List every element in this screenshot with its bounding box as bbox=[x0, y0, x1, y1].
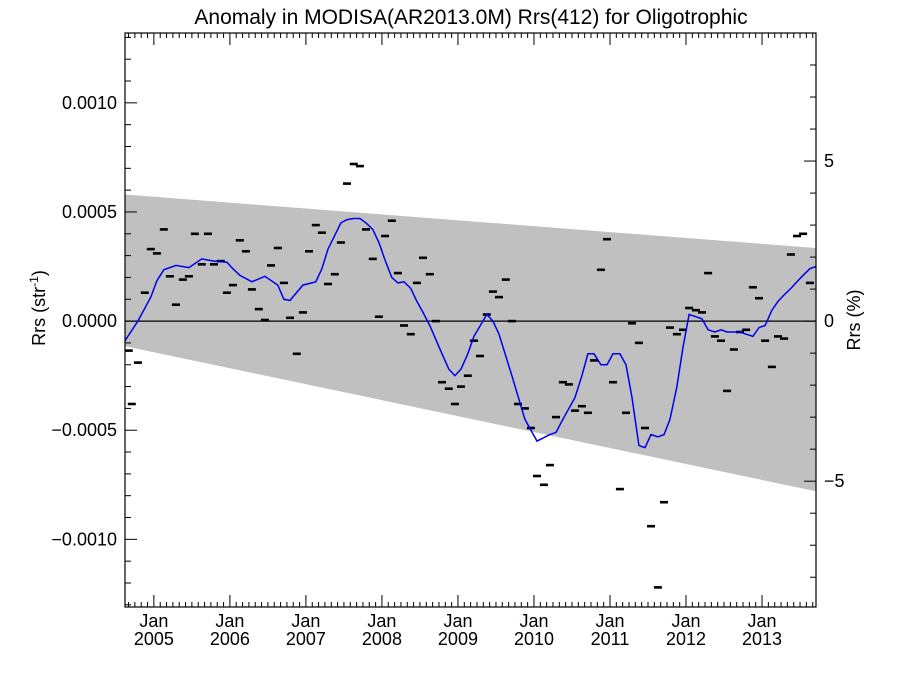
y-left-tick-label-2: 0.0000 bbox=[62, 311, 117, 331]
x-tick-year-8: 2013 bbox=[742, 629, 782, 649]
y-left-tick-label-4: −0.0010 bbox=[51, 529, 117, 549]
x-tick-year-6: 2011 bbox=[591, 629, 630, 649]
x-tick-year-7: 2012 bbox=[666, 629, 706, 649]
y-axis-left-label-superscript: -1 bbox=[27, 276, 41, 287]
y-right-tick-label-0: 5 bbox=[824, 151, 834, 171]
y-axis-right-label: Rrs (%) bbox=[844, 290, 864, 351]
x-tick-month-4: Jan bbox=[443, 611, 472, 631]
x-tick-month-3: Jan bbox=[367, 611, 396, 631]
plot-area: 0.00100.00050.0000−0.0005−0.001050−5Jan2… bbox=[51, 32, 845, 649]
x-tick-year-1: 2006 bbox=[210, 629, 250, 649]
y-axis-left-label: Rrs (str-1) bbox=[27, 270, 49, 346]
confidence-band bbox=[125, 194, 816, 492]
y-left-tick-label-0: 0.0010 bbox=[62, 93, 117, 113]
smoothed-line bbox=[124, 217, 817, 449]
x-tick-year-4: 2009 bbox=[438, 629, 478, 649]
y-left-tick-label-1: 0.0005 bbox=[62, 202, 117, 222]
chart-title: Anomaly in MODISA(AR2013.0M) Rrs(412) fo… bbox=[194, 6, 747, 29]
x-tick-month-7: Jan bbox=[671, 611, 700, 631]
x-tick-year-5: 2010 bbox=[514, 629, 554, 649]
x-tick-month-1: Jan bbox=[215, 611, 244, 631]
y-right-tick-label-2: −5 bbox=[824, 471, 845, 491]
x-tick-month-0: Jan bbox=[139, 611, 168, 631]
x-tick-month-5: Jan bbox=[519, 611, 548, 631]
y-right-tick-label-1: 0 bbox=[824, 311, 834, 331]
y-axis-left-label-end: ) bbox=[29, 270, 49, 276]
x-tick-year-3: 2008 bbox=[362, 629, 402, 649]
y-left-tick-label-3: −0.0005 bbox=[51, 420, 117, 440]
x-tick-month-2: Jan bbox=[291, 611, 320, 631]
x-tick-year-0: 2005 bbox=[134, 629, 174, 649]
y-axis-left-label-text: Rrs (str bbox=[29, 287, 49, 346]
x-tick-year-2: 2007 bbox=[286, 629, 326, 649]
x-tick-month-6: Jan bbox=[595, 611, 624, 631]
x-tick-month-8: Jan bbox=[748, 611, 777, 631]
